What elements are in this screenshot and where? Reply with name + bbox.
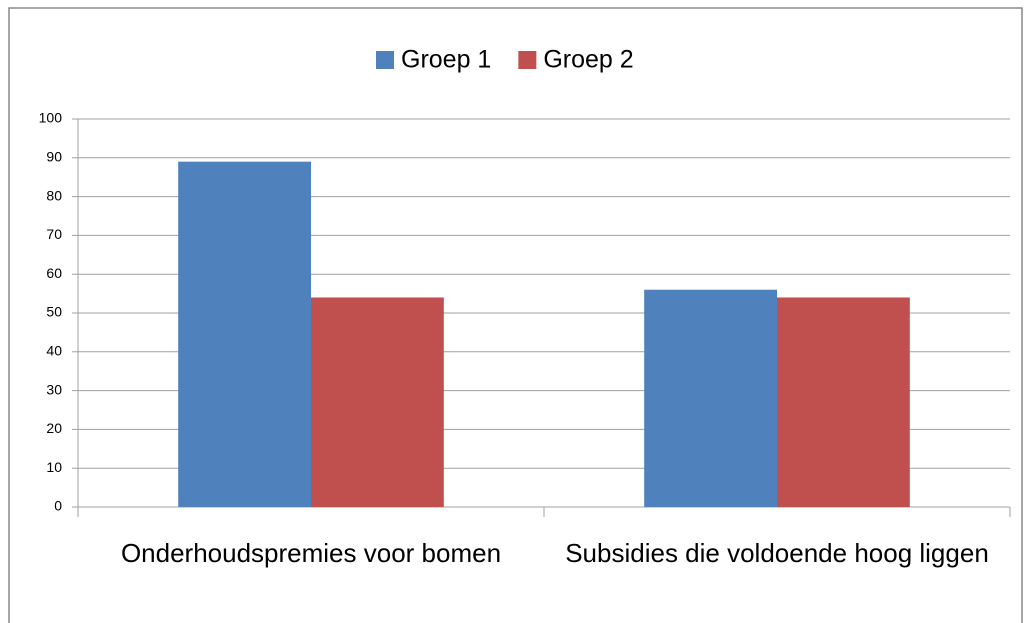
bar (777, 297, 910, 507)
y-tick-label: 10 (46, 459, 62, 475)
y-tick-label: 60 (46, 265, 62, 281)
bar (311, 297, 444, 507)
legend-label: Groep 1 (401, 46, 491, 74)
y-tick-label: 80 (46, 187, 62, 203)
x-tick-label: Onderhoudspremies voor bomen (120, 538, 502, 568)
legend-label: Groep 2 (543, 46, 633, 74)
y-tick-label: 30 (46, 381, 62, 397)
y-tick-label: 20 (46, 420, 62, 436)
legend-swatch (518, 51, 537, 69)
legend-swatch (376, 51, 394, 69)
y-tick-label: 100 (39, 110, 63, 126)
x-tick-label: Subsidies die voldoende hoog liggen (565, 538, 989, 568)
y-tick-label: 70 (46, 226, 62, 242)
y-tick-label: 90 (46, 149, 62, 165)
bar (644, 289, 777, 507)
y-tick-label: 40 (46, 343, 62, 359)
y-tick-label: 50 (46, 304, 62, 320)
bar (178, 161, 311, 507)
y-tick-label: 0 (54, 498, 62, 514)
